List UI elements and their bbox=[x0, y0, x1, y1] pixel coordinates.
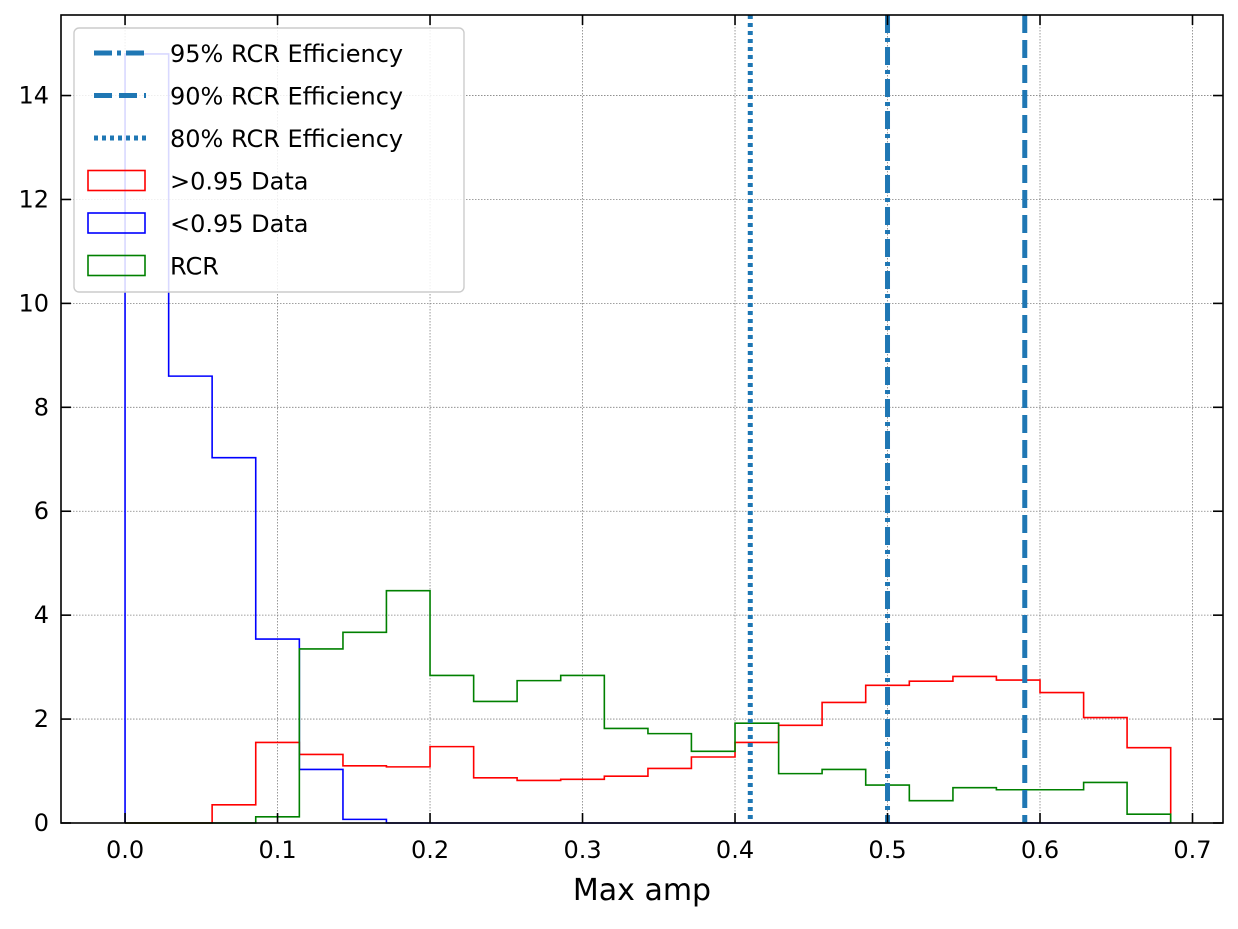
legend-label: >0.95 Data bbox=[170, 168, 308, 196]
x-tick-label: 0.3 bbox=[563, 836, 601, 864]
series-0 bbox=[125, 675, 1172, 824]
efficiency-lines bbox=[747, 15, 1028, 823]
legend-patch-swatch bbox=[87, 212, 146, 234]
series-2 bbox=[125, 589, 1172, 824]
histogram-bin bbox=[691, 751, 735, 823]
x-tick-label: 0.7 bbox=[1173, 836, 1211, 864]
legend: 95% RCR Efficiency 90% RCR Efficiency 80% … bbox=[73, 27, 465, 293]
histogram-bin bbox=[256, 639, 300, 823]
legend-patch-swatch bbox=[87, 254, 146, 277]
x-tick-label: 0.1 bbox=[258, 836, 296, 864]
legend-label: 90% RCR Efficiency bbox=[170, 83, 403, 111]
histogram-outline bbox=[125, 589, 1172, 824]
axis-ticks: 0.0 0.1 0.2 0.3 0.4 0.5 0.6 0.7 0 2 4 6 8 10 12 14 bbox=[18, 15, 1223, 864]
histogram-bin bbox=[561, 675, 605, 823]
histogram-bin bbox=[648, 734, 691, 823]
histogram-bin bbox=[343, 632, 386, 823]
x-tick-label: 0.5 bbox=[868, 836, 906, 864]
histogram-outline bbox=[125, 675, 1172, 824]
y-tick-label: 8 bbox=[34, 393, 49, 421]
y-tick-label: 12 bbox=[18, 185, 49, 213]
histogram-bin bbox=[386, 591, 430, 823]
y-tick-label: 6 bbox=[34, 497, 49, 525]
legend-label: RCR bbox=[170, 253, 219, 281]
x-axis-title: Max amp bbox=[573, 873, 711, 908]
histogram-bin bbox=[953, 788, 996, 823]
y-tick-label: 10 bbox=[18, 289, 49, 317]
y-tick-label: 2 bbox=[34, 705, 49, 733]
legend-patch-swatch bbox=[87, 169, 146, 192]
histogram-bin bbox=[299, 649, 343, 823]
y-tick-label: 14 bbox=[18, 82, 49, 110]
histogram-bin bbox=[517, 681, 561, 823]
x-tick-label: 0.0 bbox=[106, 836, 144, 864]
histogram-bin bbox=[735, 723, 779, 823]
histogram-bin bbox=[212, 458, 256, 823]
y-tick-label: 4 bbox=[34, 601, 49, 629]
plot-frame bbox=[60, 14, 1224, 824]
histogram-bin bbox=[779, 774, 822, 823]
histogram-bin bbox=[822, 769, 866, 823]
x-tick-label: 0.6 bbox=[1021, 836, 1059, 864]
legend-label: 80% RCR Efficiency bbox=[170, 125, 403, 153]
x-tick-label: 0.4 bbox=[716, 836, 754, 864]
x-tick-label: 0.2 bbox=[411, 836, 449, 864]
legend-box bbox=[73, 27, 465, 293]
histogram-bin bbox=[169, 376, 212, 823]
legend-label: 95% RCR Efficiency bbox=[170, 40, 403, 68]
histogram-bin bbox=[996, 790, 1040, 823]
histogram-bin bbox=[474, 701, 517, 823]
histogram-bin bbox=[1127, 814, 1171, 823]
histogram-bin bbox=[1127, 748, 1171, 823]
histogram-bin bbox=[1084, 782, 1127, 823]
histogram-bin bbox=[604, 728, 648, 823]
histogram-bin bbox=[909, 801, 953, 823]
legend-label: <0.95 Data bbox=[170, 210, 308, 238]
histogram-bin bbox=[430, 675, 474, 823]
y-tick-label: 0 bbox=[34, 809, 49, 837]
histogram-bin bbox=[1040, 790, 1084, 823]
